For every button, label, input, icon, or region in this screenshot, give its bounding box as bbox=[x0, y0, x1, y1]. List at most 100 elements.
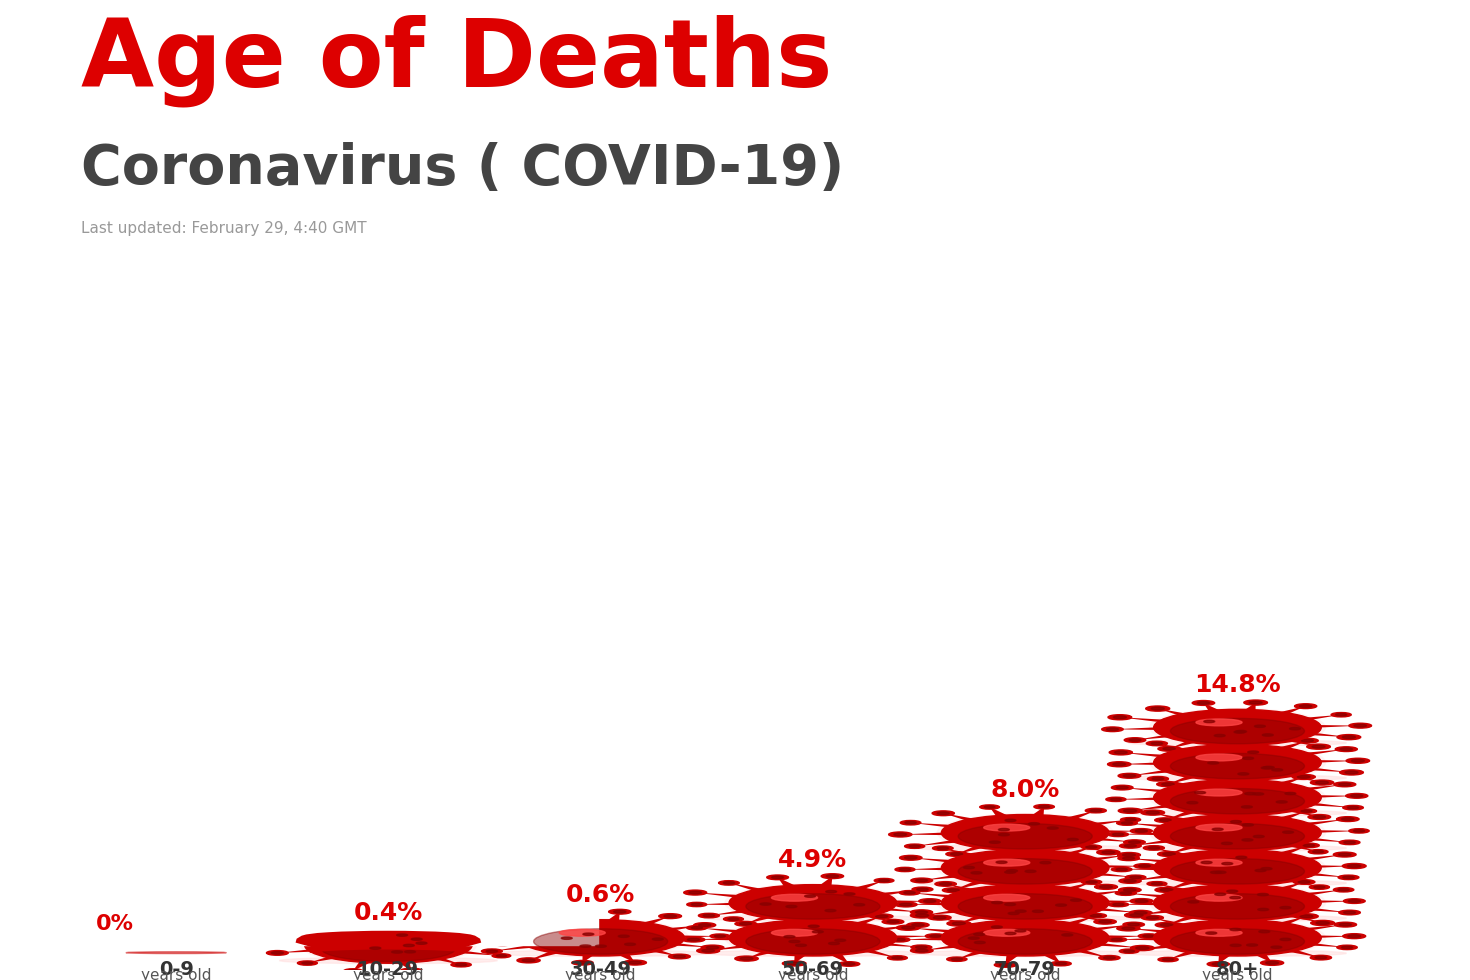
Circle shape bbox=[1245, 734, 1267, 739]
Circle shape bbox=[809, 925, 819, 927]
Circle shape bbox=[1120, 892, 1132, 895]
Polygon shape bbox=[1260, 811, 1307, 824]
Circle shape bbox=[931, 935, 941, 937]
Polygon shape bbox=[381, 919, 401, 934]
Circle shape bbox=[1311, 920, 1335, 925]
Circle shape bbox=[910, 909, 932, 914]
Circle shape bbox=[1263, 752, 1285, 757]
Polygon shape bbox=[1126, 893, 1191, 901]
Circle shape bbox=[1005, 904, 1016, 906]
Circle shape bbox=[1304, 844, 1314, 847]
Ellipse shape bbox=[1197, 929, 1242, 936]
Ellipse shape bbox=[322, 936, 456, 961]
Circle shape bbox=[1198, 737, 1210, 740]
Circle shape bbox=[975, 942, 985, 944]
Circle shape bbox=[1345, 771, 1358, 774]
Circle shape bbox=[1147, 882, 1167, 886]
Polygon shape bbox=[1166, 806, 1214, 820]
Circle shape bbox=[772, 876, 784, 879]
Circle shape bbox=[1111, 867, 1132, 871]
Circle shape bbox=[1154, 745, 1322, 781]
Circle shape bbox=[901, 926, 914, 929]
Circle shape bbox=[941, 814, 1108, 851]
Circle shape bbox=[904, 857, 917, 859]
Polygon shape bbox=[1025, 911, 1045, 927]
Circle shape bbox=[904, 892, 916, 894]
Ellipse shape bbox=[1170, 789, 1304, 814]
Circle shape bbox=[1313, 851, 1323, 853]
Circle shape bbox=[1086, 881, 1097, 883]
Circle shape bbox=[916, 910, 928, 913]
Ellipse shape bbox=[559, 929, 606, 936]
Circle shape bbox=[997, 861, 1007, 863]
Circle shape bbox=[879, 879, 889, 882]
Circle shape bbox=[1247, 768, 1267, 773]
Polygon shape bbox=[1204, 844, 1232, 858]
Polygon shape bbox=[866, 935, 935, 939]
Circle shape bbox=[698, 924, 711, 926]
Polygon shape bbox=[407, 922, 451, 936]
Polygon shape bbox=[1219, 844, 1239, 858]
Circle shape bbox=[584, 933, 594, 935]
Circle shape bbox=[613, 910, 626, 913]
Circle shape bbox=[1150, 849, 1326, 887]
Polygon shape bbox=[1279, 924, 1345, 934]
Ellipse shape bbox=[1170, 718, 1304, 744]
Circle shape bbox=[1038, 806, 1050, 808]
Circle shape bbox=[938, 849, 1113, 887]
Circle shape bbox=[838, 961, 860, 966]
Text: 10-29: 10-29 bbox=[357, 960, 419, 979]
Circle shape bbox=[1314, 886, 1324, 888]
Circle shape bbox=[997, 856, 1017, 860]
Polygon shape bbox=[564, 912, 594, 927]
Circle shape bbox=[691, 926, 703, 929]
Circle shape bbox=[1001, 857, 1013, 859]
Polygon shape bbox=[910, 822, 979, 830]
Circle shape bbox=[1204, 720, 1214, 722]
Polygon shape bbox=[1113, 726, 1185, 730]
Circle shape bbox=[619, 935, 629, 938]
Circle shape bbox=[266, 951, 288, 956]
Polygon shape bbox=[1279, 749, 1347, 759]
Circle shape bbox=[1342, 736, 1355, 739]
Circle shape bbox=[1333, 888, 1354, 892]
Circle shape bbox=[1339, 783, 1351, 786]
Circle shape bbox=[1194, 841, 1216, 846]
Circle shape bbox=[1016, 910, 1026, 912]
Circle shape bbox=[1250, 807, 1263, 808]
Circle shape bbox=[813, 931, 823, 933]
Polygon shape bbox=[1129, 942, 1195, 952]
Circle shape bbox=[882, 919, 904, 924]
Circle shape bbox=[1244, 700, 1267, 706]
Circle shape bbox=[889, 938, 910, 942]
Polygon shape bbox=[1266, 945, 1322, 957]
Ellipse shape bbox=[347, 937, 392, 944]
Circle shape bbox=[416, 942, 426, 945]
Circle shape bbox=[1342, 934, 1366, 939]
Circle shape bbox=[517, 919, 685, 956]
Ellipse shape bbox=[916, 845, 1135, 852]
Circle shape bbox=[1130, 946, 1154, 951]
Circle shape bbox=[1122, 927, 1135, 930]
Circle shape bbox=[1258, 908, 1269, 910]
Ellipse shape bbox=[1129, 915, 1347, 921]
Polygon shape bbox=[623, 916, 670, 929]
Circle shape bbox=[1108, 714, 1132, 720]
Circle shape bbox=[983, 910, 995, 913]
Ellipse shape bbox=[1170, 754, 1304, 779]
Polygon shape bbox=[1167, 911, 1214, 925]
Polygon shape bbox=[1244, 738, 1274, 754]
Circle shape bbox=[684, 890, 707, 895]
Circle shape bbox=[1038, 909, 1051, 912]
Circle shape bbox=[1263, 766, 1274, 768]
Circle shape bbox=[385, 917, 403, 921]
Circle shape bbox=[1007, 869, 1017, 872]
Circle shape bbox=[1085, 808, 1107, 812]
Polygon shape bbox=[858, 940, 922, 948]
Circle shape bbox=[1033, 908, 1057, 913]
Circle shape bbox=[1207, 821, 1229, 826]
Circle shape bbox=[300, 926, 476, 964]
Circle shape bbox=[1254, 725, 1266, 727]
Polygon shape bbox=[1291, 724, 1360, 729]
Circle shape bbox=[1192, 806, 1213, 809]
